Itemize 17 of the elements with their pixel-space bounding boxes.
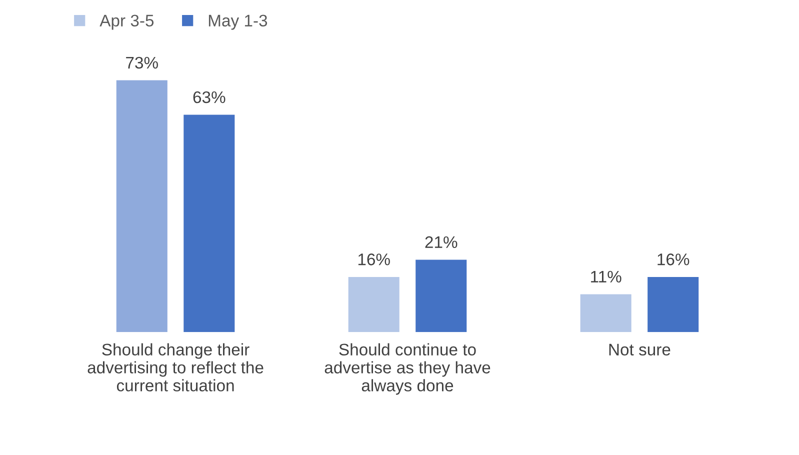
data-label: 21% [425, 236, 458, 248]
data-label: 63% [193, 91, 226, 104]
data-label: 11% [591, 270, 622, 283]
bar [348, 276, 400, 332]
x-tick-label: Should continue to advertise as they have always done [324, 343, 490, 395]
bar [184, 114, 235, 332]
bar [416, 260, 467, 332]
data-label: 16% [658, 254, 690, 266]
bar [580, 294, 632, 332]
data-label: 16% [358, 254, 390, 266]
legend-label: Apr 3-5 [100, 14, 154, 30]
data-label: 73% [126, 56, 158, 69]
bar [648, 276, 699, 332]
legend-label: May 1-3 [208, 14, 268, 30]
x-tick-label: Not sure [609, 344, 670, 356]
x-tick-label: Should change their advertising to reflect the current situation [88, 343, 264, 392]
bar [116, 80, 168, 332]
